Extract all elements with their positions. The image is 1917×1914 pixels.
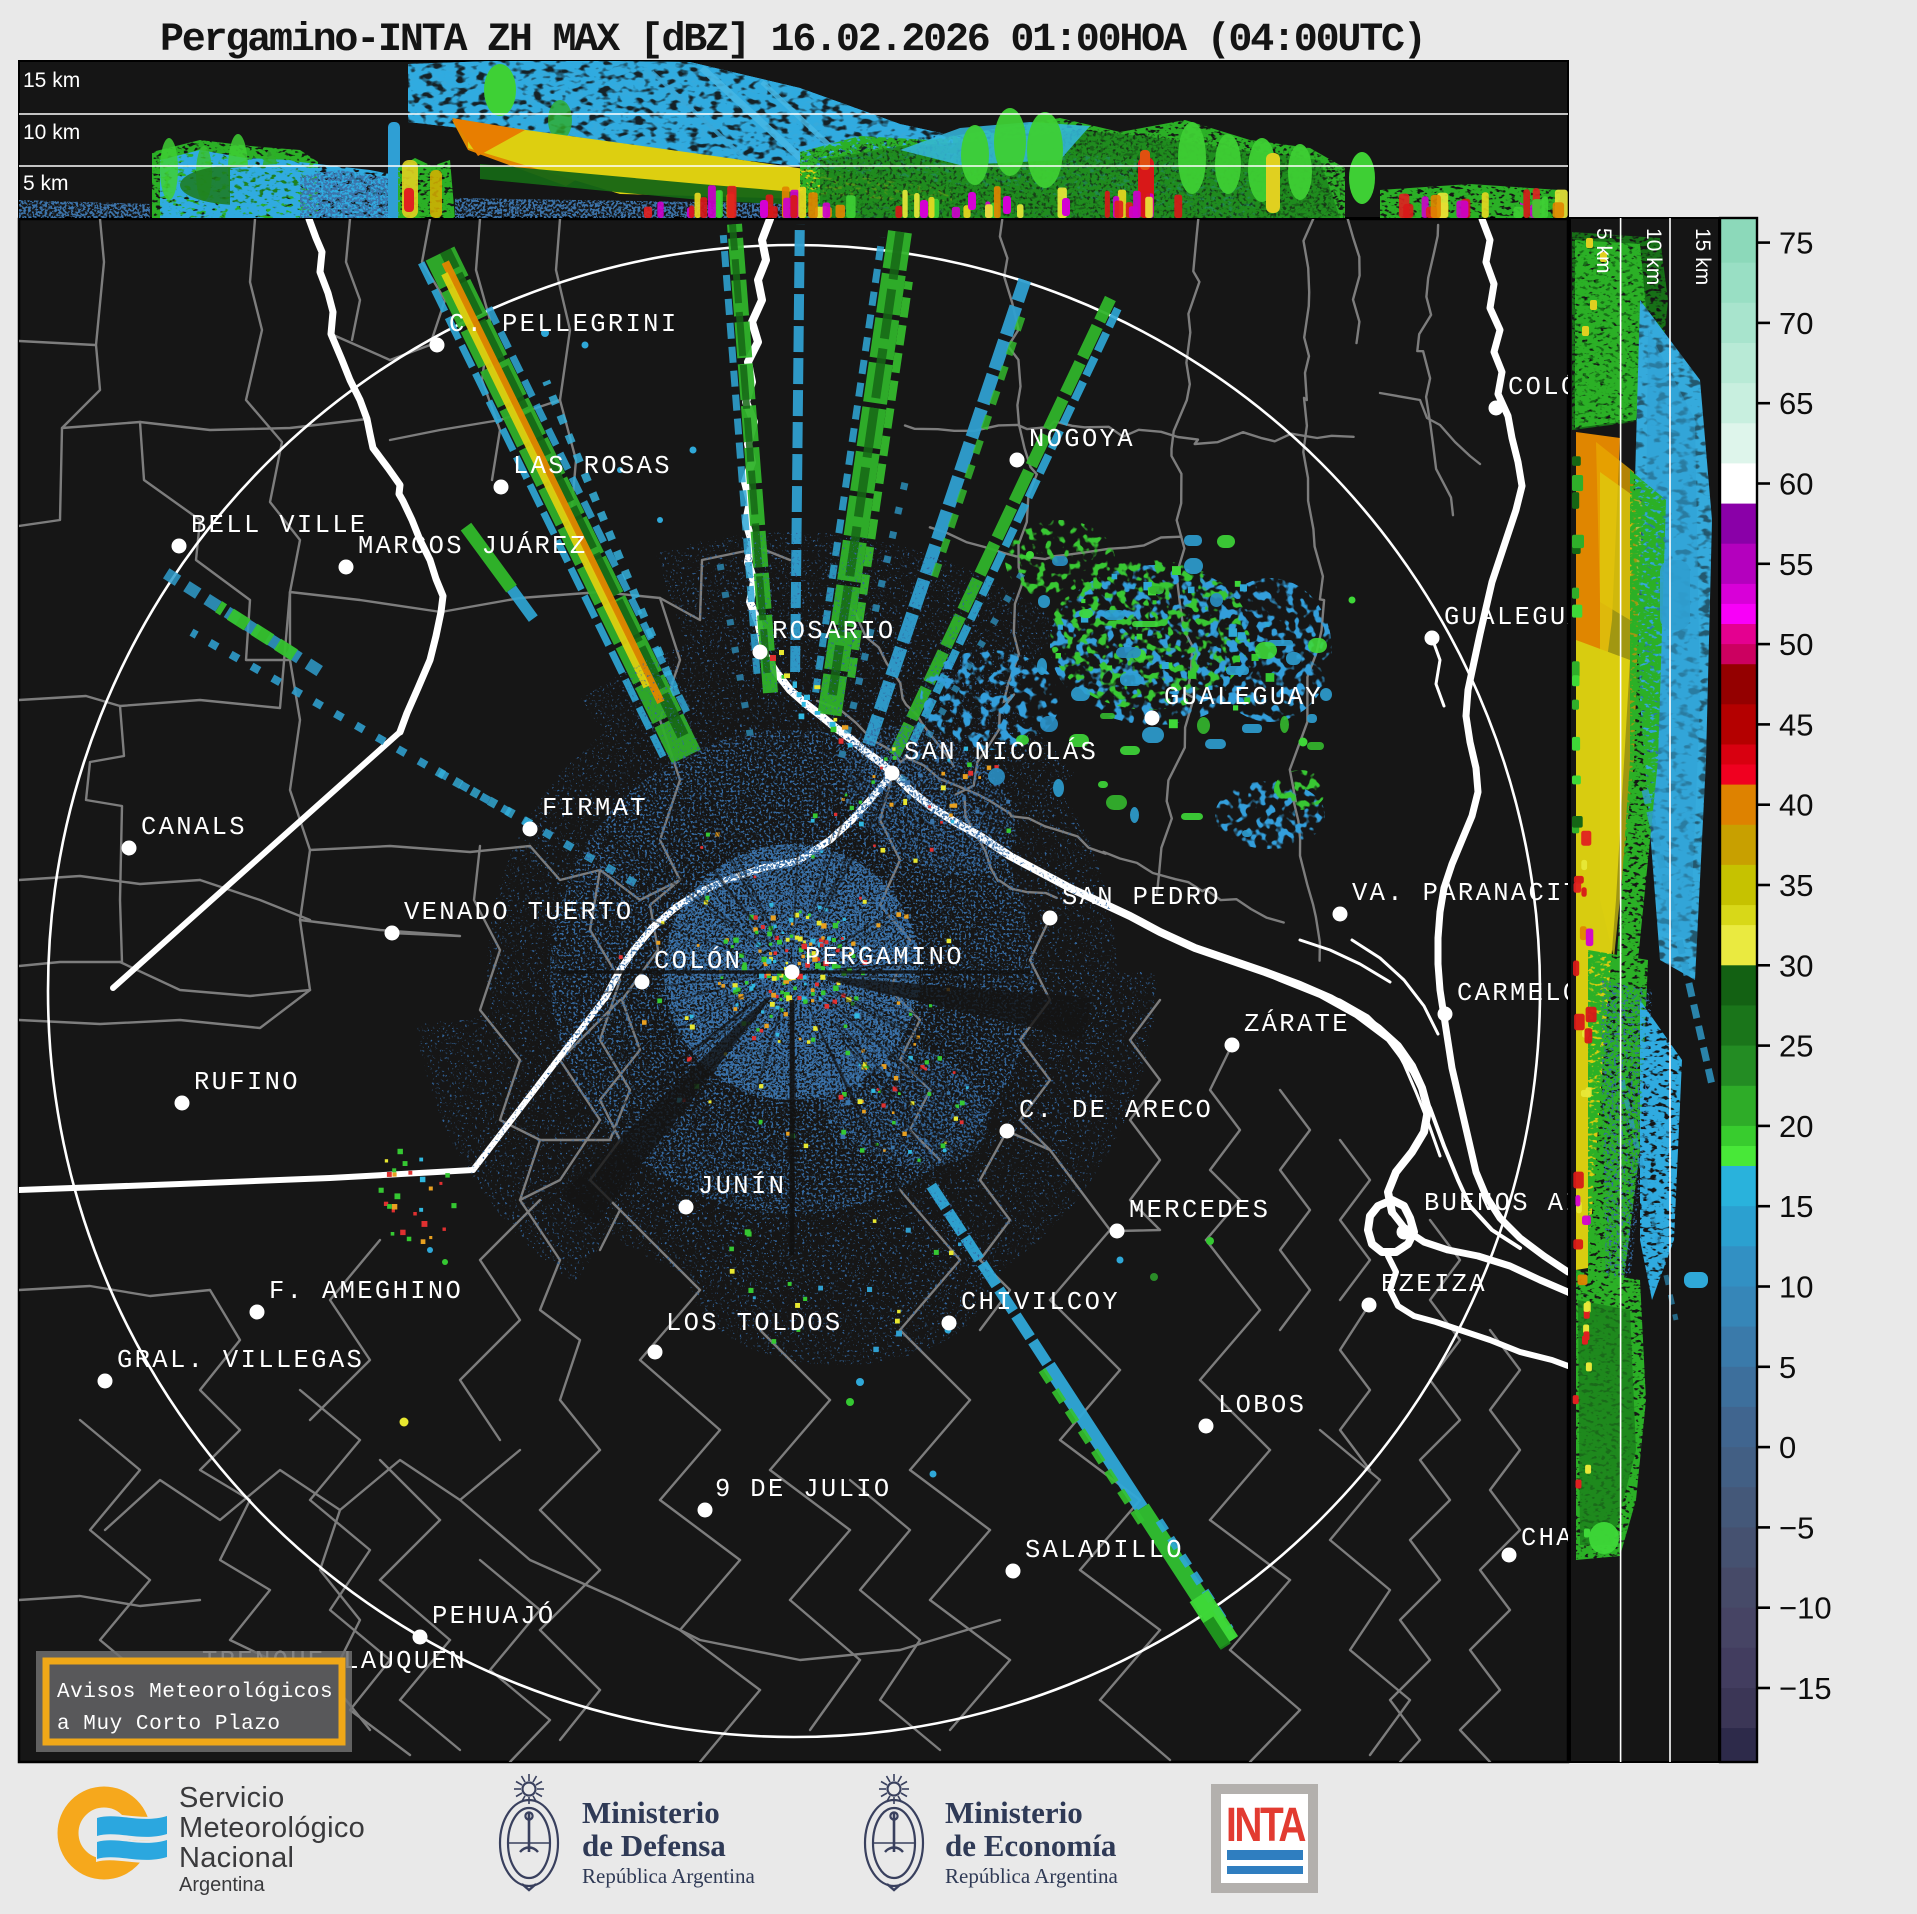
svg-text:COLÓN: COLÓN (654, 946, 742, 976)
svg-text:VENADO TUERTO: VENADO TUERTO (404, 898, 633, 927)
svg-text:Pergamino-INTA ZH MAX [dBZ] 16: Pergamino-INTA ZH MAX [dBZ] 16.02.2026 0… (160, 18, 1425, 63)
svg-text:35: 35 (1779, 868, 1813, 903)
svg-text:COLÓN: COLÓN (1508, 372, 1596, 402)
svg-text:5: 5 (1779, 1350, 1796, 1385)
svg-text:10 km: 10 km (23, 121, 80, 144)
svg-text:FIRMAT: FIRMAT (542, 794, 648, 823)
svg-text:5 km: 5 km (1592, 228, 1615, 274)
svg-text:65: 65 (1779, 386, 1813, 421)
svg-text:GRAL. VILLEGAS: GRAL. VILLEGAS (117, 1346, 364, 1375)
svg-text:CHIVILCOY: CHIVILCOY (961, 1288, 1120, 1317)
svg-text:−15: −15 (1779, 1671, 1832, 1706)
svg-text:LOS TOLDOS: LOS TOLDOS (666, 1309, 843, 1338)
svg-text:SAN NICOLÁS: SAN NICOLÁS (904, 737, 1098, 767)
svg-text:15: 15 (1779, 1189, 1813, 1224)
svg-text:40: 40 (1779, 788, 1813, 823)
svg-text:−10: −10 (1779, 1591, 1832, 1626)
svg-text:10: 10 (1779, 1270, 1813, 1305)
svg-text:C. PELLEGRINI: C. PELLEGRINI (449, 310, 678, 339)
svg-text:F. AMEGHINO: F. AMEGHINO (269, 1277, 463, 1306)
svg-text:C. DE ARECO: C. DE ARECO (1019, 1096, 1213, 1125)
svg-text:BUENOS AIRES: BUENOS AIRES (1424, 1189, 1636, 1218)
svg-text:Meteorológico: Meteorológico (179, 1812, 365, 1844)
svg-text:CANALS: CANALS (141, 813, 247, 842)
svg-text:de Defensa: de Defensa (582, 1828, 726, 1863)
svg-text:25: 25 (1779, 1029, 1813, 1064)
svg-text:60: 60 (1779, 467, 1813, 502)
svg-text:SAN PEDRO: SAN PEDRO (1062, 883, 1221, 912)
svg-text:55: 55 (1779, 547, 1813, 582)
svg-text:Avisos Meteorológicos: Avisos Meteorológicos (57, 1681, 333, 1704)
svg-text:30: 30 (1779, 948, 1813, 983)
svg-text:ZÁRATE: ZÁRATE (1244, 1009, 1350, 1039)
svg-text:15 km: 15 km (1691, 228, 1714, 285)
svg-text:GUALEGUAYCHÚ: GUALEGUAYCHÚ (1444, 602, 1656, 632)
svg-text:Servicio: Servicio (179, 1782, 285, 1814)
svg-text:45: 45 (1779, 707, 1813, 742)
svg-text:VA. PARANACITO: VA. PARANACITO (1352, 879, 1599, 908)
svg-text:Ministerio: Ministerio (945, 1795, 1083, 1830)
svg-text:PEHUAJÓ: PEHUAJÓ (432, 1601, 556, 1631)
svg-text:PERGAMINO: PERGAMINO (805, 943, 964, 972)
svg-text:MERCEDES: MERCEDES (1129, 1196, 1270, 1225)
svg-text:15 km: 15 km (23, 69, 80, 92)
svg-text:GUALEGUAY: GUALEGUAY (1164, 683, 1323, 712)
svg-text:Ministerio: Ministerio (582, 1795, 720, 1830)
svg-text:BELL VILLE: BELL VILLE (191, 511, 368, 540)
svg-text:Nacional: Nacional (179, 1842, 294, 1874)
svg-text:República Argentina: República Argentina (582, 1864, 755, 1888)
svg-text:ROSARIO: ROSARIO (772, 617, 896, 646)
svg-text:5 km: 5 km (23, 172, 69, 195)
svg-text:a Muy Corto Plazo: a Muy Corto Plazo (57, 1713, 281, 1736)
svg-text:CARMELO: CARMELO (1457, 979, 1581, 1008)
svg-text:Argentina: Argentina (179, 1874, 265, 1896)
svg-text:RUFINO: RUFINO (194, 1068, 300, 1097)
svg-text:−5: −5 (1779, 1510, 1814, 1545)
svg-text:MARCOS JUÁREZ: MARCOS JUÁREZ (358, 531, 587, 561)
svg-text:República Argentina: República Argentina (945, 1864, 1118, 1888)
svg-text:INTA: INTA (1226, 1799, 1306, 1852)
svg-text:10 km: 10 km (1642, 228, 1665, 285)
svg-text:CHASCOMÚS: CHASCOMÚS (1521, 1523, 1680, 1553)
svg-text:LOBOS: LOBOS (1218, 1391, 1306, 1420)
svg-text:SALADILLO: SALADILLO (1025, 1536, 1184, 1565)
svg-text:50: 50 (1779, 627, 1813, 662)
svg-text:9 DE JULIO: 9 DE JULIO (715, 1475, 892, 1504)
svg-text:NOGOYA: NOGOYA (1029, 425, 1135, 454)
svg-text:0: 0 (1779, 1430, 1796, 1465)
svg-text:LAS ROSAS: LAS ROSAS (513, 452, 672, 481)
svg-text:JUNÍN: JUNÍN (698, 1171, 786, 1201)
svg-text:70: 70 (1779, 306, 1813, 341)
svg-text:75: 75 (1779, 226, 1813, 261)
svg-text:20: 20 (1779, 1109, 1813, 1144)
svg-text:EZEIZA: EZEIZA (1381, 1270, 1487, 1299)
svg-text:de Economía: de Economía (945, 1828, 1117, 1863)
